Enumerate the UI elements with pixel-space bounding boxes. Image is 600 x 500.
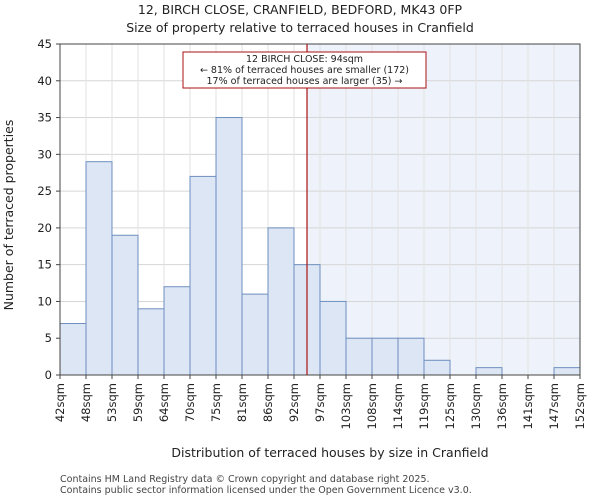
y-tick-label: 5 [45, 331, 52, 345]
bar [137, 308, 165, 376]
plot-area: 0 5 10 15 20 25 30 35 40 45 42sqm 48sqm 53sqm 59sqm 64… [37, 37, 587, 429]
x-tick-label: 48sqm [79, 383, 93, 422]
bar [215, 117, 243, 376]
bar [163, 286, 191, 376]
x-tick-label: 97sqm [313, 383, 327, 422]
annotation-box [182, 51, 427, 89]
x-tick-label: 53sqm [105, 383, 119, 422]
bar [319, 300, 347, 376]
x-tick-label: 136sqm [495, 383, 509, 429]
chart-title: 12, BIRCH CLOSE, CRANFIELD, BEDFORD, MK4… [138, 2, 463, 17]
x-tick-label: 119sqm [417, 383, 431, 429]
x-tick-label: 42sqm [53, 383, 67, 422]
bar [267, 227, 295, 376]
x-tick-label: 86sqm [261, 383, 275, 422]
x-axis-label: Distribution of terraced houses by size … [171, 445, 488, 460]
bar [111, 234, 139, 376]
bar [553, 367, 581, 376]
bar [423, 359, 451, 376]
y-tick-label: 20 [37, 221, 52, 235]
x-tick-label: 70sqm [183, 383, 197, 422]
y-tick-label: 10 [37, 294, 52, 308]
x-tick-label: 103sqm [339, 383, 353, 429]
bar [345, 337, 373, 376]
x-tick-label: 141sqm [521, 383, 535, 429]
x-tick-label: 59sqm [131, 383, 145, 422]
bar [189, 175, 217, 376]
chart-subtitle: Size of property relative to terraced ho… [126, 20, 474, 35]
bar [241, 293, 269, 376]
footer-line-1: Contains HM Land Registry data © Crown c… [60, 474, 430, 485]
footer-line-2: Contains public sector information licen… [60, 485, 472, 496]
y-tick-label: 0 [45, 368, 52, 382]
x-tick-label: 114sqm [391, 383, 405, 429]
annotation-line-1: 12 BIRCH CLOSE: 94sqm [246, 54, 363, 65]
x-tick-label: 108sqm [365, 383, 379, 429]
highlight-region [307, 44, 580, 375]
y-tick-label: 35 [37, 111, 52, 125]
bar [371, 337, 399, 376]
y-tick-label: 30 [37, 147, 52, 161]
y-tick-label: 45 [37, 37, 52, 51]
bar [59, 323, 87, 376]
x-tick-label: 81sqm [235, 383, 249, 422]
bar [85, 161, 113, 376]
y-tick-label: 25 [37, 184, 52, 198]
x-tick-label: 125sqm [443, 383, 457, 429]
x-tick-label: 64sqm [157, 383, 171, 422]
x-tick-label: 75sqm [209, 383, 223, 422]
x-tick-label: 147sqm [547, 383, 561, 429]
y-tick-label: 15 [37, 258, 52, 272]
bar [475, 367, 503, 376]
y-axis-label: Number of terraced properties [1, 120, 16, 311]
annotation-line-3: 17% of terraced houses are larger (35) → [207, 76, 403, 87]
bar [397, 337, 425, 376]
x-tick-label: 152sqm [573, 383, 587, 429]
x-tick-label: 92sqm [287, 383, 301, 422]
y-tick-label: 40 [37, 74, 52, 88]
x-tick-label: 130sqm [469, 383, 483, 429]
annotation-line-2: ← 81% of terraced houses are smaller (17… [200, 65, 409, 76]
